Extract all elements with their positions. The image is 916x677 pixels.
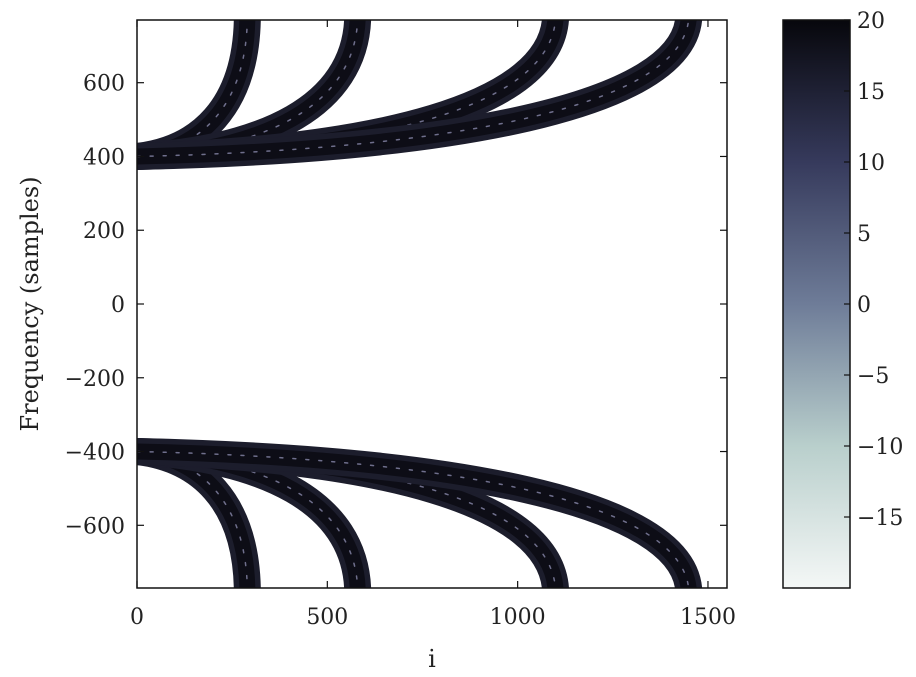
x-tick-label: 500 — [306, 605, 348, 630]
colorbar-axis: 20 15 10 5 0 −5 −10 −15 — [844, 9, 903, 531]
x-tick-label: 1000 — [490, 605, 546, 630]
colorbar-tick-label: −5 — [857, 364, 889, 389]
colorbar-tick-label: 0 — [857, 293, 871, 318]
x-axis-label: i — [428, 645, 436, 673]
y-axis-label: Frequency (samples) — [16, 176, 44, 431]
curve-highlight — [137, 450, 690, 588]
y-tick-label: 600 — [83, 72, 125, 97]
colorbar-tick-label: −10 — [857, 435, 903, 460]
y-tick-label: 400 — [83, 145, 125, 170]
colorbar-tick-label: −15 — [857, 506, 903, 531]
colorbar-tick-label: 10 — [857, 151, 885, 176]
curve-highlight — [137, 20, 690, 158]
colorbar — [782, 19, 851, 589]
y-tick-label: −400 — [65, 441, 125, 466]
y-axis: 600 400 200 0 −200 −400 −600 — [65, 72, 727, 539]
x-axis: 0 500 1000 1500 — [130, 20, 736, 630]
colorbar-tick-label: 5 — [857, 222, 871, 247]
heatmap-curves — [137, 20, 702, 588]
colorbar-tick-label: 20 — [857, 9, 885, 34]
y-tick-label: 200 — [83, 219, 125, 244]
y-tick-label: −200 — [65, 367, 125, 392]
x-tick-label: 1500 — [680, 605, 736, 630]
y-tick-label: −600 — [65, 514, 125, 539]
x-tick-label: 0 — [130, 605, 144, 630]
y-tick-label: 0 — [111, 293, 125, 318]
colorbar-tick-label: 15 — [857, 80, 885, 105]
